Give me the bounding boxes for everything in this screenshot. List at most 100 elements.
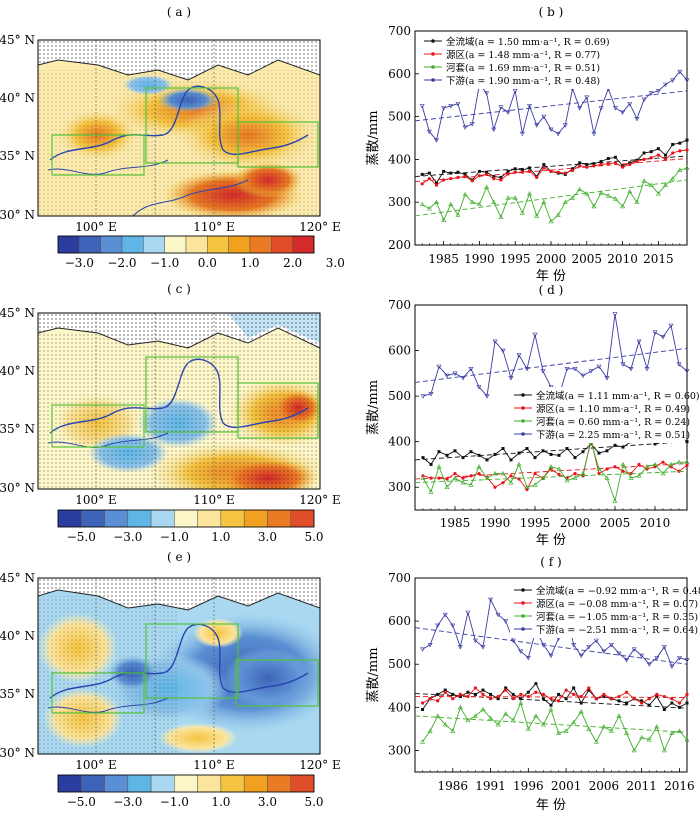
data-point [433, 199, 439, 204]
data-point [420, 739, 426, 744]
data-point [621, 445, 625, 449]
data-point [662, 694, 666, 699]
data-point [628, 366, 634, 372]
data-point [571, 719, 577, 725]
data-point [466, 694, 470, 699]
data-point [500, 348, 506, 354]
data-point [556, 699, 561, 703]
data-point [624, 690, 629, 694]
data-point [491, 199, 497, 204]
data-point [461, 476, 465, 480]
data-point [587, 686, 591, 690]
data-point [451, 697, 455, 701]
data-point [593, 638, 599, 644]
colorbar-tick: −1.0 [160, 530, 189, 544]
data-point [612, 498, 618, 503]
data-point [510, 638, 516, 644]
data-point [585, 165, 589, 169]
data-point [640, 701, 644, 705]
data-point [605, 449, 609, 453]
data-point [613, 155, 617, 159]
legend-entry: 下游(a = −2.51 mm·a⁻¹, R = 0.64) [536, 624, 698, 636]
data-point [456, 170, 460, 174]
colorbar-swatch [267, 509, 291, 528]
series-line [422, 598, 688, 668]
data-point [477, 174, 482, 178]
data-point [519, 131, 525, 137]
data-point [433, 138, 439, 143]
data-point [485, 458, 489, 462]
map-panel-a: ( a ) 45° N 40° N 35° N 30° N 100° E 110… [0, 5, 341, 234]
data-point [455, 212, 461, 217]
x-tick-label: 2016 [664, 779, 695, 793]
data-point [606, 157, 610, 161]
y-tick-label: 300 [388, 480, 411, 494]
data-point [555, 131, 561, 137]
data-point [443, 688, 447, 692]
data-point [639, 653, 645, 659]
lat-tick: 30° N [0, 746, 35, 760]
data-point [604, 376, 610, 381]
colorbar-swatch [57, 774, 82, 793]
data-point [648, 182, 654, 187]
data-point [419, 104, 425, 109]
data-point [641, 97, 647, 103]
data-point [644, 366, 650, 372]
colorbar-swatch [104, 774, 129, 793]
data-point [548, 706, 554, 712]
legend-marker [521, 419, 525, 423]
data-point [685, 148, 689, 152]
data-point [556, 466, 562, 471]
data-point [495, 721, 501, 727]
colorbar-swatch [57, 509, 82, 528]
data-point [594, 697, 598, 701]
data-point [420, 647, 426, 652]
data-point [684, 369, 690, 374]
data-point [587, 688, 591, 692]
x-tick-label: 1991 [475, 779, 506, 793]
colorbar-swatch [228, 235, 251, 254]
data-point [634, 199, 640, 204]
data-point [655, 692, 659, 696]
data-point [420, 475, 426, 480]
data-point [496, 697, 500, 701]
data-point [581, 450, 585, 454]
data-point [428, 697, 432, 701]
data-point [503, 711, 509, 716]
data-point [451, 692, 455, 696]
data-point [684, 78, 690, 83]
data-point [648, 91, 654, 96]
panel-label: ( e ) [167, 550, 191, 564]
y-tick-label: 300 [388, 195, 411, 209]
y-axis-label: 蒸散/mm [366, 380, 381, 435]
data-point [540, 643, 546, 648]
data-point [570, 167, 574, 171]
data-point [442, 169, 446, 173]
data-point [480, 645, 486, 650]
x-axis-label: 年 份 [536, 798, 566, 813]
data-point [663, 182, 669, 187]
data-point [652, 330, 658, 335]
y-tick-label: 600 [388, 344, 411, 358]
data-point [473, 692, 477, 696]
data-point [578, 164, 582, 168]
data-point [541, 199, 547, 204]
data-point [520, 170, 524, 174]
data-point [441, 217, 447, 222]
data-point [620, 165, 625, 169]
data-point [678, 141, 682, 145]
data-point [570, 168, 575, 173]
data-point [649, 156, 653, 160]
data-point [617, 694, 621, 699]
data-point [612, 312, 618, 317]
data-point [485, 170, 489, 174]
data-point [634, 116, 640, 122]
x-tick-label: 1985 [428, 252, 459, 266]
x-tick-label: 1995 [520, 516, 551, 530]
data-point [499, 175, 503, 179]
data-point [656, 153, 660, 157]
data-point [498, 214, 504, 219]
data-point [533, 456, 537, 460]
colorbar-tick: 3.0 [258, 795, 277, 809]
data-point [604, 475, 610, 480]
